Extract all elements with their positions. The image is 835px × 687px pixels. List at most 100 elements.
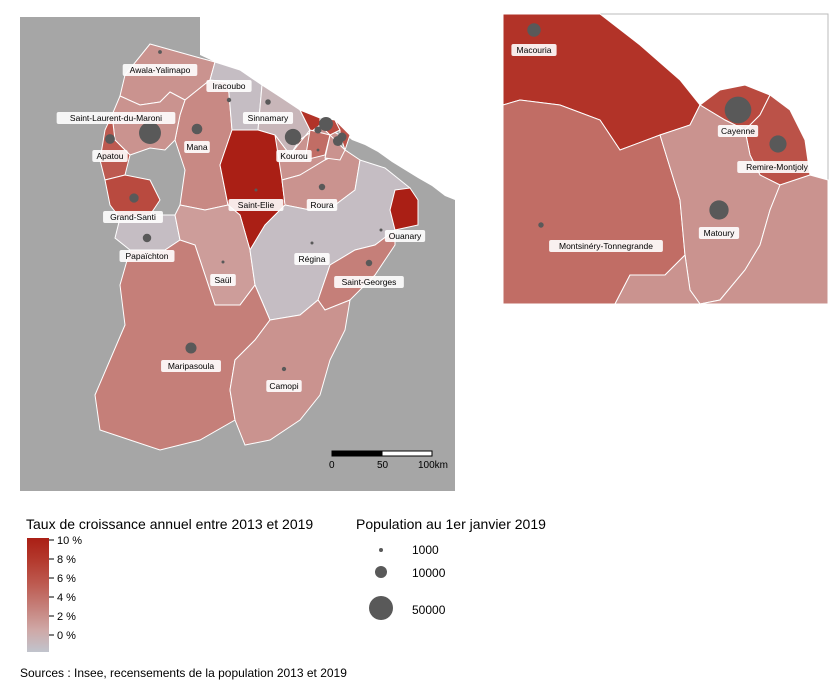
population-symbol-matoury-main (332, 135, 344, 147)
rate-tick-label: 0 % (57, 630, 76, 642)
commune-label-regina: Régina (294, 253, 330, 265)
commune-label-maripasoula: Maripasoula (161, 360, 221, 372)
svg-text:Régina: Régina (299, 254, 326, 264)
svg-text:Remire-Montjoly: Remire-Montjoly (746, 162, 809, 172)
population-symbol-roura (318, 183, 326, 191)
population-symbol-montsinery-tonnegrande-inset (538, 222, 544, 228)
svg-text:Papaïchton: Papaïchton (125, 251, 168, 261)
svg-text:Saint-Laurent-du-Maroni: Saint-Laurent-du-Maroni (70, 113, 162, 123)
commune-label-sinnamary: Sinnamary (242, 112, 294, 124)
population-symbols-inset (527, 23, 787, 228)
scale-tick-0: 0 (329, 460, 335, 471)
svg-text:Montsinéry-Tonnegrande: Montsinéry-Tonnegrande (559, 241, 653, 251)
population-symbol-mana (191, 123, 203, 135)
population-symbol-papaichton (142, 233, 152, 243)
svg-text:Iracoubo: Iracoubo (212, 81, 245, 91)
commune-label-iracoubo: Iracoubo (206, 80, 252, 92)
population-symbol-matoury-inset (709, 200, 729, 220)
rate-legend: 10 % 8 % 6 % 4 % 2 % 0 % (27, 535, 82, 652)
population-symbol-saint-elie (254, 188, 258, 192)
commune-label-kourou: Kourou (276, 150, 312, 162)
commune-label-grand-santi: Grand-Santi (103, 211, 163, 223)
pop-legend-symbol-50000 (369, 596, 393, 620)
population-symbol-awala-yalimapo (158, 50, 162, 54)
rate-tick-label: 8 % (57, 554, 76, 566)
pop-legend-label-1000: 1000 (412, 543, 439, 557)
svg-text:Mana: Mana (186, 142, 208, 152)
commune-label-saul: Saül (210, 274, 236, 286)
commune-label-montsinery-tonnegrande-inset: Montsinéry-Tonnegrande (549, 240, 663, 252)
commune-label-remire-montjoly-inset: Remire-Montjoly (737, 161, 817, 173)
scale-tick-100: 100km (418, 460, 448, 471)
population-symbols-main (105, 50, 383, 372)
commune-labels-inset: Macouria Cayenne Remire-Montjoly Matoury Mon… (511, 44, 817, 252)
scale-tick-50: 50 (377, 460, 389, 471)
svg-text:Ouanary: Ouanary (389, 231, 422, 241)
commune-label-saint-elie: Saint-Elie (228, 199, 284, 211)
commune-label-ouanary: Ouanary (384, 230, 426, 242)
commune-ouanary (389, 187, 419, 231)
commune-label-awala-yalimapo: Awala-Yalimapo (122, 64, 198, 76)
rate-legend-title: Taux de croissance annuel entre 2013 et … (26, 516, 314, 532)
population-symbol-regina (310, 241, 314, 245)
rate-tick-label: 6 % (57, 573, 76, 585)
svg-text:Matoury: Matoury (704, 228, 735, 238)
svg-text:Saint-Georges: Saint-Georges (342, 277, 397, 287)
population-symbol-macouria-inset (527, 23, 541, 37)
pop-legend-symbol-1000 (379, 548, 383, 552)
population-symbol-saul (221, 260, 225, 264)
population-symbol-saint-laurent-du-maroni (139, 122, 161, 144)
population-symbol-cayenne-inset (724, 96, 752, 124)
population-symbol-remire-montjoly-inset (769, 135, 787, 153)
population-symbol-saint-georges (365, 259, 373, 267)
commune-label-saint-georges: Saint-Georges (334, 276, 404, 288)
ocean (200, 17, 455, 200)
rate-tick-label: 10 % (57, 535, 82, 547)
commune-labels-main: Awala-Yalimapo Iracoubo Sinnamary Saint-Lau… (56, 64, 426, 392)
population-symbol-montsinery-tonnegrande-main (316, 148, 320, 152)
svg-text:Grand-Santi: Grand-Santi (110, 212, 156, 222)
rate-color-ramp (27, 538, 49, 652)
svg-text:Saint-Elie: Saint-Elie (238, 200, 275, 210)
population-legend: 1000 10000 50000 (369, 543, 446, 620)
svg-text:Sinnamary: Sinnamary (248, 113, 289, 123)
commune-label-cayenne-inset: Cayenne (717, 125, 759, 137)
svg-text:Maripasoula: Maripasoula (168, 361, 215, 371)
population-symbol-camopi (281, 366, 287, 372)
population-symbol-macouria-main (314, 126, 322, 134)
commune-camopi (229, 299, 351, 446)
population-symbol-sinnamary (265, 99, 271, 105)
svg-text:Cayenne: Cayenne (721, 126, 755, 136)
commune-label-mana: Mana (184, 141, 210, 153)
svg-text:Camopi: Camopi (269, 381, 298, 391)
svg-text:Roura: Roura (310, 200, 333, 210)
svg-text:Apatou: Apatou (97, 151, 124, 161)
svg-text:Saül: Saül (214, 275, 231, 285)
commune-label-apatou: Apatou (92, 150, 128, 162)
commune-label-macouria-inset: Macouria (511, 44, 557, 56)
population-legend-title: Population au 1er janvier 2019 (356, 516, 546, 532)
pop-legend-label-10000: 10000 (412, 566, 446, 580)
commune-label-papaichton: Papaïchton (119, 250, 175, 262)
commune-label-matoury-inset: Matoury (698, 227, 740, 239)
inset-map: Macouria Cayenne Remire-Montjoly Matoury Mon… (502, 13, 829, 305)
pop-legend-symbol-10000 (375, 566, 387, 578)
commune-roura-east-inset (699, 174, 829, 305)
scale-bar: 0 50 100km (329, 450, 448, 471)
source-note: Sources : Insee, recensements de la popu… (20, 666, 347, 680)
commune-label-saint-laurent-du-maroni: Saint-Laurent-du-Maroni (56, 112, 176, 124)
svg-text:Macouria: Macouria (517, 45, 552, 55)
population-symbol-grand-santi (129, 193, 139, 203)
population-symbol-maripasoula (185, 342, 197, 354)
population-symbol-ouanary (379, 228, 383, 232)
rate-tick-label: 2 % (57, 611, 76, 623)
population-symbol-cayenne-main (319, 117, 333, 131)
svg-text:Awala-Yalimapo: Awala-Yalimapo (130, 65, 191, 75)
commune-label-roura: Roura (306, 199, 338, 211)
pop-legend-label-50000: 50000 (412, 603, 446, 617)
population-symbol-iracoubo (226, 97, 232, 103)
commune-label-camopi: Camopi (266, 380, 302, 392)
rate-tick-label: 4 % (57, 592, 76, 604)
population-symbol-apatou (105, 134, 115, 144)
